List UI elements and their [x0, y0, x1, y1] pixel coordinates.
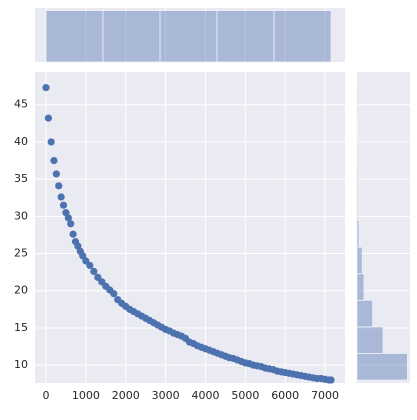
y-tick-label: 25 [14, 247, 28, 260]
plot-background [357, 72, 410, 383]
histogram-bar [356, 299, 374, 328]
plot-background [35, 8, 345, 62]
data-point [50, 156, 58, 165]
x-tick-label: 7000 [311, 389, 339, 402]
y-tick-label: 35 [14, 172, 28, 185]
data-point [67, 220, 75, 228]
x-tick-label: 2000 [112, 389, 140, 402]
y-tick-label: 40 [14, 135, 28, 148]
y-tick-label: 45 [14, 98, 28, 111]
data-point [64, 214, 72, 222]
data-point [79, 252, 87, 260]
y-tick-label: 30 [14, 209, 28, 222]
histogram-bar [45, 10, 104, 63]
data-point [57, 193, 65, 201]
data-point [59, 201, 68, 209]
histogram-bar [356, 140, 359, 168]
histogram-bar [356, 220, 360, 248]
histogram-bar [102, 10, 161, 63]
data-point [327, 376, 335, 384]
data-point [69, 230, 77, 238]
histogram-bar [356, 166, 359, 195]
data-point [55, 182, 63, 190]
histogram-bar [356, 273, 365, 301]
data-point [86, 261, 94, 270]
histogram-bar [159, 10, 218, 63]
data-point [52, 170, 60, 178]
histogram-bar [356, 246, 363, 275]
x-tick-label: 6000 [271, 389, 299, 402]
y-tick-label: 20 [14, 284, 28, 297]
y-tick-label: 15 [14, 321, 28, 334]
y-tick-label: 10 [14, 358, 28, 371]
x-tick-label: 3000 [152, 389, 180, 402]
histogram-bar [356, 193, 359, 221]
data-point [42, 84, 50, 92]
x-tick-label: 1000 [72, 389, 100, 402]
data-point [44, 114, 52, 122]
histogram-bar [356, 87, 359, 115]
histogram-bar [356, 113, 359, 142]
data-point [110, 290, 118, 298]
histogram-bar [216, 10, 275, 63]
data-point [47, 138, 55, 146]
histogram-bar [356, 326, 384, 354]
histogram-bar [356, 353, 408, 381]
data-point [90, 267, 98, 275]
plot-background [35, 72, 345, 383]
histogram-bar [273, 10, 332, 63]
x-tick-label: 0 [43, 389, 50, 402]
x-tick-label: 5000 [231, 389, 259, 402]
x-tick-label: 4000 [191, 389, 219, 402]
